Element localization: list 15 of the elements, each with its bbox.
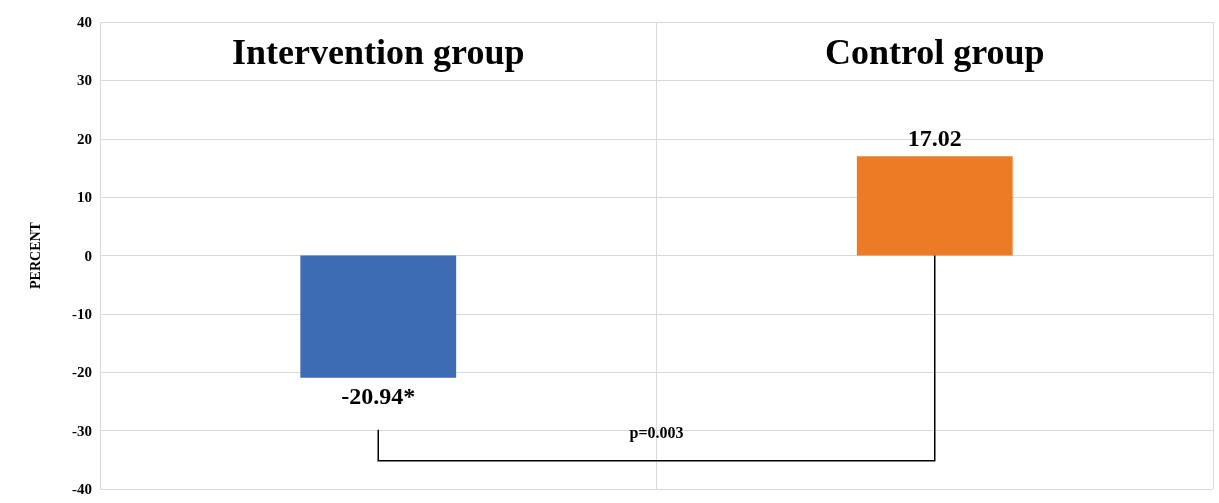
- data-label: -20.94*: [341, 382, 416, 409]
- x-tick-label: Control group: [824, 32, 1045, 72]
- annotation: p=0.003: [629, 424, 684, 443]
- y-tick-label: -20: [72, 364, 92, 381]
- y-tick-label: 40: [77, 14, 92, 30]
- y-tick-label: 20: [77, 130, 92, 147]
- y-tick-label: 10: [77, 189, 92, 206]
- y-tick-label: -30: [72, 422, 92, 439]
- y-axis-title: PERCENT: [27, 221, 43, 289]
- y-tick-label: 0: [84, 247, 92, 264]
- data-label: 17.02: [907, 125, 962, 152]
- y-tick-label: -10: [72, 305, 92, 322]
- x-tick-label: Intervention group: [232, 32, 525, 72]
- y-tick-label: -40: [72, 481, 92, 497]
- y-tick-label: 30: [77, 72, 92, 89]
